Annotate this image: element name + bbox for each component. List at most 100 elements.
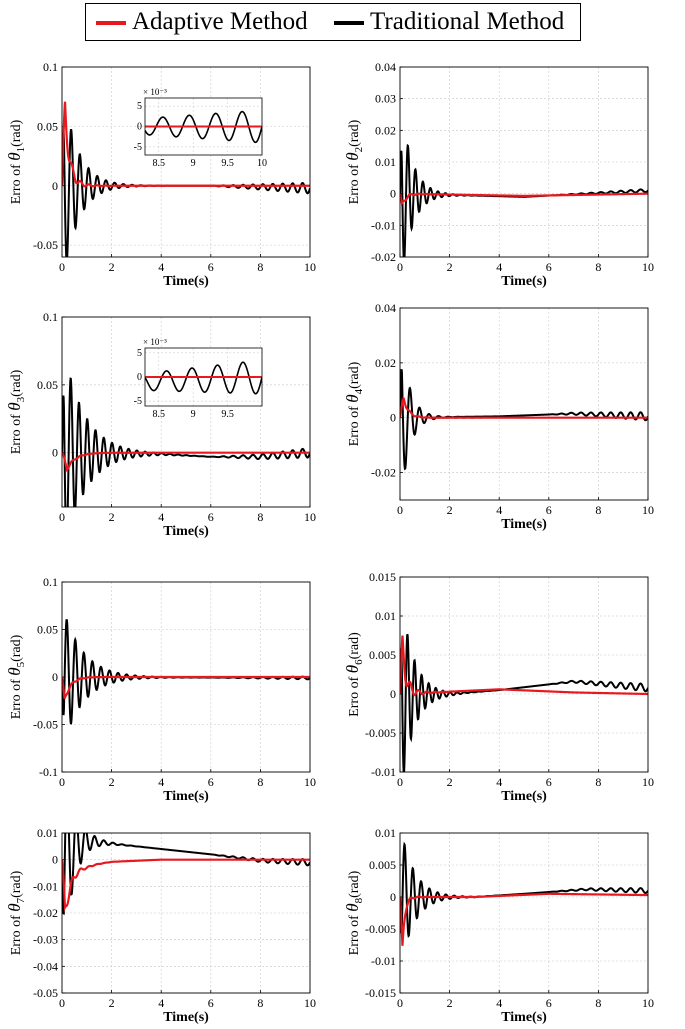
series-line-traditional xyxy=(62,833,310,916)
plot-frame xyxy=(61,66,311,258)
y-tick-label: -0.005 xyxy=(365,922,396,936)
inset-y-tick-label: 5 xyxy=(137,101,142,112)
y-label-symbol: θ xyxy=(343,903,362,911)
y-tick-label: 0.01 xyxy=(37,826,58,840)
x-tick-label: 0 xyxy=(397,996,403,1010)
x-axis-label: Time(s) xyxy=(501,1010,547,1025)
x-tick-label: 10 xyxy=(642,260,654,274)
x-tick-label: 8 xyxy=(595,260,601,274)
subplot-3: 0 2 4 6 8 10 0 0.05 0.1 Time(s) Erro of θ3(rad) 8.5… xyxy=(5,310,316,539)
legend-line-traditional xyxy=(334,21,364,25)
y-axis-label: Erro of θ1(rad) xyxy=(5,119,27,204)
y-label-symbol: θ xyxy=(5,402,24,410)
x-tick-label: 2 xyxy=(109,996,115,1010)
x-tick-label: 4 xyxy=(496,996,502,1010)
y-tick-label: 0.02 xyxy=(375,123,396,137)
y-label-symbol: θ xyxy=(5,903,24,911)
x-tick-label: 10 xyxy=(304,260,316,274)
y-label-suffix: (rad) xyxy=(9,634,24,662)
x-axis-label: Time(s) xyxy=(163,274,209,289)
y-tick-label: 0 xyxy=(390,687,396,701)
y-label-subscript: 2 xyxy=(353,147,365,153)
series-line-adaptive xyxy=(62,675,310,700)
y-tick-label: -0.01 xyxy=(371,765,396,779)
x-tick-label: 10 xyxy=(642,503,654,517)
y-tick-label: -0.005 xyxy=(365,726,396,740)
plot-frame xyxy=(399,66,649,258)
y-tick-label: 0.01 xyxy=(375,155,396,169)
y-tick-label: 0.05 xyxy=(37,378,58,392)
y-label-subscript: 5 xyxy=(15,661,27,667)
y-tick-label: 0.03 xyxy=(375,92,396,106)
y-tick-label: -0.05 xyxy=(33,718,58,732)
plot-area xyxy=(400,577,648,772)
y-label-prefix: Erro of xyxy=(347,161,362,205)
subplot-8: 0 2 4 6 8 10 -0.015 -0.01 -0.005 0 0.005 0.01 Time(s… xyxy=(343,826,654,1025)
plot-frame xyxy=(399,576,649,773)
x-tick-label: 10 xyxy=(642,996,654,1010)
x-tick-label: 4 xyxy=(158,510,164,524)
series-line-adaptive xyxy=(400,892,648,946)
series-line-adaptive xyxy=(62,101,310,188)
y-axis-label: Erro of θ7(rad) xyxy=(5,870,27,955)
y-label-suffix: (rad) xyxy=(9,119,24,147)
x-axis-label: Time(s) xyxy=(163,789,209,804)
x-tick-label: 8 xyxy=(257,775,263,789)
x-tick-label: 8 xyxy=(257,996,263,1010)
y-tick-label: -0.02 xyxy=(33,906,58,920)
y-axis-label: Erro of θ5(rad) xyxy=(5,634,27,719)
x-tick-label: 6 xyxy=(208,260,214,274)
y-label-subscript: 7 xyxy=(15,897,27,903)
y-label-prefix: Erro of xyxy=(347,912,362,956)
x-tick-label: 6 xyxy=(546,260,552,274)
inset-x-tick-label: 9.5 xyxy=(221,409,234,420)
y-tick-label: -0.01 xyxy=(371,954,396,968)
x-tick-label: 0 xyxy=(397,260,403,274)
plot-area xyxy=(400,308,648,500)
y-label-suffix: (rad) xyxy=(347,632,362,660)
y-tick-label: 0.05 xyxy=(37,119,58,133)
y-label-suffix: (rad) xyxy=(347,870,362,898)
y-tick-label: 0.02 xyxy=(375,356,396,370)
inset-y-tick-label: -5 xyxy=(134,396,142,407)
x-axis-label: Time(s) xyxy=(163,524,209,539)
y-label-prefix: Erro of xyxy=(9,161,24,205)
y-tick-label: 0.05 xyxy=(37,623,58,637)
x-tick-label: 2 xyxy=(109,260,115,274)
plot-frame xyxy=(61,581,311,773)
y-tick-label: 0 xyxy=(390,411,396,425)
inset-series-line-traditional xyxy=(145,361,262,395)
y-tick-label: 0.01 xyxy=(375,609,396,623)
y-axis-label: Erro of θ4(rad) xyxy=(343,361,365,446)
inset-x-tick-label: 8.5 xyxy=(153,158,166,169)
y-label-subscript: 6 xyxy=(353,659,365,665)
plot-area xyxy=(400,833,648,993)
y-tick-label: 0 xyxy=(52,853,58,867)
x-tick-label: 6 xyxy=(546,775,552,789)
y-tick-label: -0.01 xyxy=(33,879,58,893)
x-tick-label: 6 xyxy=(208,996,214,1010)
y-axis-label: Erro of θ3(rad) xyxy=(5,369,27,454)
subplot-7: 0 2 4 6 8 10 -0.05 -0.04 -0.03 -0.02 -0.01 0 0.01 Tim… xyxy=(5,826,316,1025)
inset-frame xyxy=(144,97,263,156)
y-tick-label: -0.05 xyxy=(33,238,58,252)
x-tick-label: 6 xyxy=(208,510,214,524)
y-label-subscript: 1 xyxy=(15,147,27,153)
x-tick-label: 2 xyxy=(447,260,453,274)
y-tick-label: 0.01 xyxy=(375,826,396,840)
y-label-symbol: θ xyxy=(5,667,24,675)
plot-frame xyxy=(61,316,311,508)
x-tick-label: 10 xyxy=(304,510,316,524)
series-line-adaptive xyxy=(400,635,648,697)
x-tick-label: 10 xyxy=(642,775,654,789)
x-tick-label: 2 xyxy=(447,996,453,1010)
x-tick-label: 0 xyxy=(397,775,403,789)
y-label-prefix: Erro of xyxy=(9,912,24,956)
x-tick-label: 6 xyxy=(208,775,214,789)
subplot-5: 0 2 4 6 8 10 -0.1 -0.05 0 0.05 0.1 Time(s) Erro of θ… xyxy=(5,575,316,804)
inset-y-tick-label: 0 xyxy=(137,122,142,133)
x-tick-label: 6 xyxy=(546,503,552,517)
subplot-2: 0 2 4 6 8 10 -0.02 -0.01 0 0.01 0.02 0.03 0.04 Time(s… xyxy=(343,60,654,289)
